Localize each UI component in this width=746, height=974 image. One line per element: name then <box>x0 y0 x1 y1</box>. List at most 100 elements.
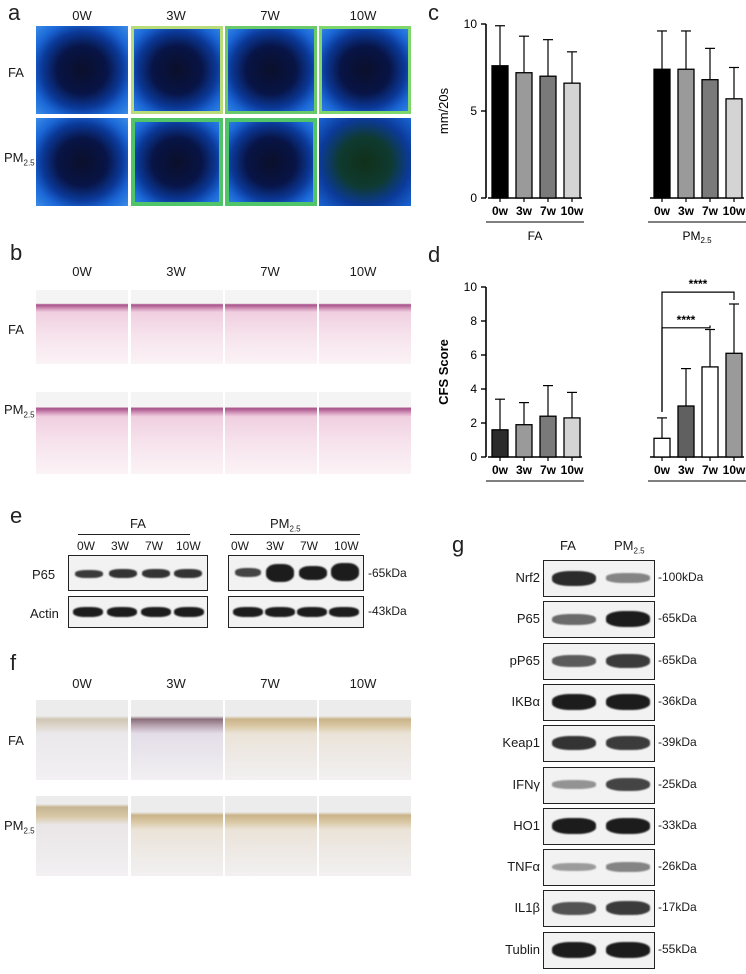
blot-band <box>552 941 596 958</box>
bar <box>539 415 557 458</box>
panel-b-col-3w: 3W <box>166 264 186 279</box>
panel-a-col-7w: 7W <box>260 8 280 23</box>
western-blot-strip <box>68 555 208 591</box>
he-section-image <box>131 392 223 474</box>
panel-f-col-7w: 7W <box>260 676 280 691</box>
panel-g-row-label: HO1 <box>513 817 540 833</box>
panel-a-row-fa: FA <box>8 65 24 80</box>
panel-g-kda: -39kDa <box>658 735 697 750</box>
western-blot-strip <box>543 601 655 639</box>
western-blot-strip <box>543 560 655 597</box>
western-blot-strip <box>543 931 655 969</box>
panel-c-letter: c <box>428 0 439 25</box>
panel-a-letter: a <box>8 0 21 25</box>
y-axis-label: mm/20s <box>436 87 451 134</box>
panel-g-row-label: IL1β <box>514 900 540 916</box>
y-tick-label: 10 <box>464 280 478 294</box>
blot-band <box>552 735 596 751</box>
y-tick-label: 8 <box>470 314 477 328</box>
blot-band <box>606 693 650 710</box>
bar <box>491 65 509 199</box>
ihc-section-image <box>225 700 317 780</box>
panel-f-letter: f <box>10 650 17 675</box>
panel-g-letter: g <box>452 532 465 557</box>
panel-g-row-label: P65 <box>516 611 540 627</box>
significance-label: **** <box>677 313 696 327</box>
panel-g-kda: -17kDa <box>658 900 697 915</box>
bar <box>725 98 743 199</box>
group-label: PM2.5 <box>682 488 712 490</box>
x-tick-label: 7w <box>540 463 557 477</box>
panel-g-kda: -25kDa <box>658 776 697 791</box>
panel-e-lane-label: 10W <box>176 539 201 553</box>
he-section-image <box>319 392 411 474</box>
western-blot-strip <box>543 849 655 887</box>
panel-e-lane-label: 7W <box>145 539 163 553</box>
slit-lamp-image <box>131 118 223 206</box>
bar <box>725 352 743 458</box>
panel-e-lane-label: 0W <box>231 539 249 553</box>
blot-band <box>606 573 650 583</box>
panel-e-lane-label: 3W <box>266 539 284 553</box>
panel-e-row-actin: Actin <box>30 606 59 621</box>
panel-b-col-7w: 7W <box>260 264 280 279</box>
bar <box>677 405 695 458</box>
panel-g-row-label: Nrf2 <box>515 570 540 585</box>
ihc-section-image <box>319 700 411 780</box>
panel-g-row-label: Keap1 <box>502 735 540 751</box>
panel-a-row-pm: PM2.5 <box>4 150 35 168</box>
he-section-image <box>225 290 317 364</box>
panel-e-lane-label: 3W <box>111 539 129 553</box>
x-tick-label: 0w <box>654 204 671 218</box>
x-tick-label: 7w <box>702 463 719 477</box>
x-tick-label: 7w <box>540 204 557 218</box>
panel-g-kda: -33kDa <box>658 817 697 832</box>
western-blot-strip <box>228 596 364 628</box>
significance-bracket <box>661 291 735 412</box>
blot-band <box>552 780 596 789</box>
panel-g-kda: -100kDa <box>658 570 704 584</box>
panel-f-row-fa: FA <box>8 733 24 748</box>
x-tick-label: 10w <box>723 204 746 218</box>
y-tick-label: 10 <box>464 17 478 31</box>
x-tick-label: 3w <box>678 463 695 477</box>
panel-f-col-0w: 0W <box>72 676 92 691</box>
western-blot-strip <box>543 890 655 928</box>
panel-e-kda-actin: -43kDa <box>368 604 407 618</box>
panel-e-group-divider-pm <box>230 534 360 535</box>
panel-g-row-label: Tublin <box>505 941 540 957</box>
western-blot-strip <box>543 725 655 763</box>
panel-g-kda: -55kDa <box>658 941 697 956</box>
panel-g-kda: -65kDa <box>658 652 697 667</box>
slit-lamp-image <box>319 26 411 114</box>
ihc-section-image <box>131 700 223 780</box>
x-tick-label: 0w <box>654 463 671 477</box>
slit-lamp-image <box>225 118 317 206</box>
bar <box>515 72 533 199</box>
y-axis-label: CFS Score <box>436 339 451 405</box>
panel-g-row-label: IFNγ <box>512 776 540 792</box>
panel-a-col-0w: 0W <box>72 8 92 23</box>
he-section-image <box>131 290 223 364</box>
panel-d-letter: d <box>428 242 441 267</box>
x-tick-label: 10w <box>561 463 584 477</box>
bar <box>653 68 671 199</box>
panel-e-group-divider-fa <box>78 534 190 535</box>
y-tick-label: 0 <box>470 450 477 464</box>
blot-band <box>552 693 596 710</box>
western-blot-strip <box>228 555 364 591</box>
bar <box>539 75 557 199</box>
western-blot-strip <box>68 596 208 628</box>
x-tick-label: 10w <box>561 204 584 218</box>
panel-f-col-3w: 3W <box>166 676 186 691</box>
western-blot-strip <box>543 642 655 680</box>
blot-band <box>606 817 650 834</box>
blot-band <box>606 736 650 751</box>
panel-g-kda: -36kDa <box>658 693 697 708</box>
ihc-section-image <box>36 796 128 876</box>
y-tick-label: 5 <box>470 104 477 118</box>
group-label: PM2.5 <box>682 229 712 245</box>
bar <box>653 437 671 458</box>
panel-e-row-p65: P65 <box>32 567 56 582</box>
group-label: FA <box>528 488 543 490</box>
